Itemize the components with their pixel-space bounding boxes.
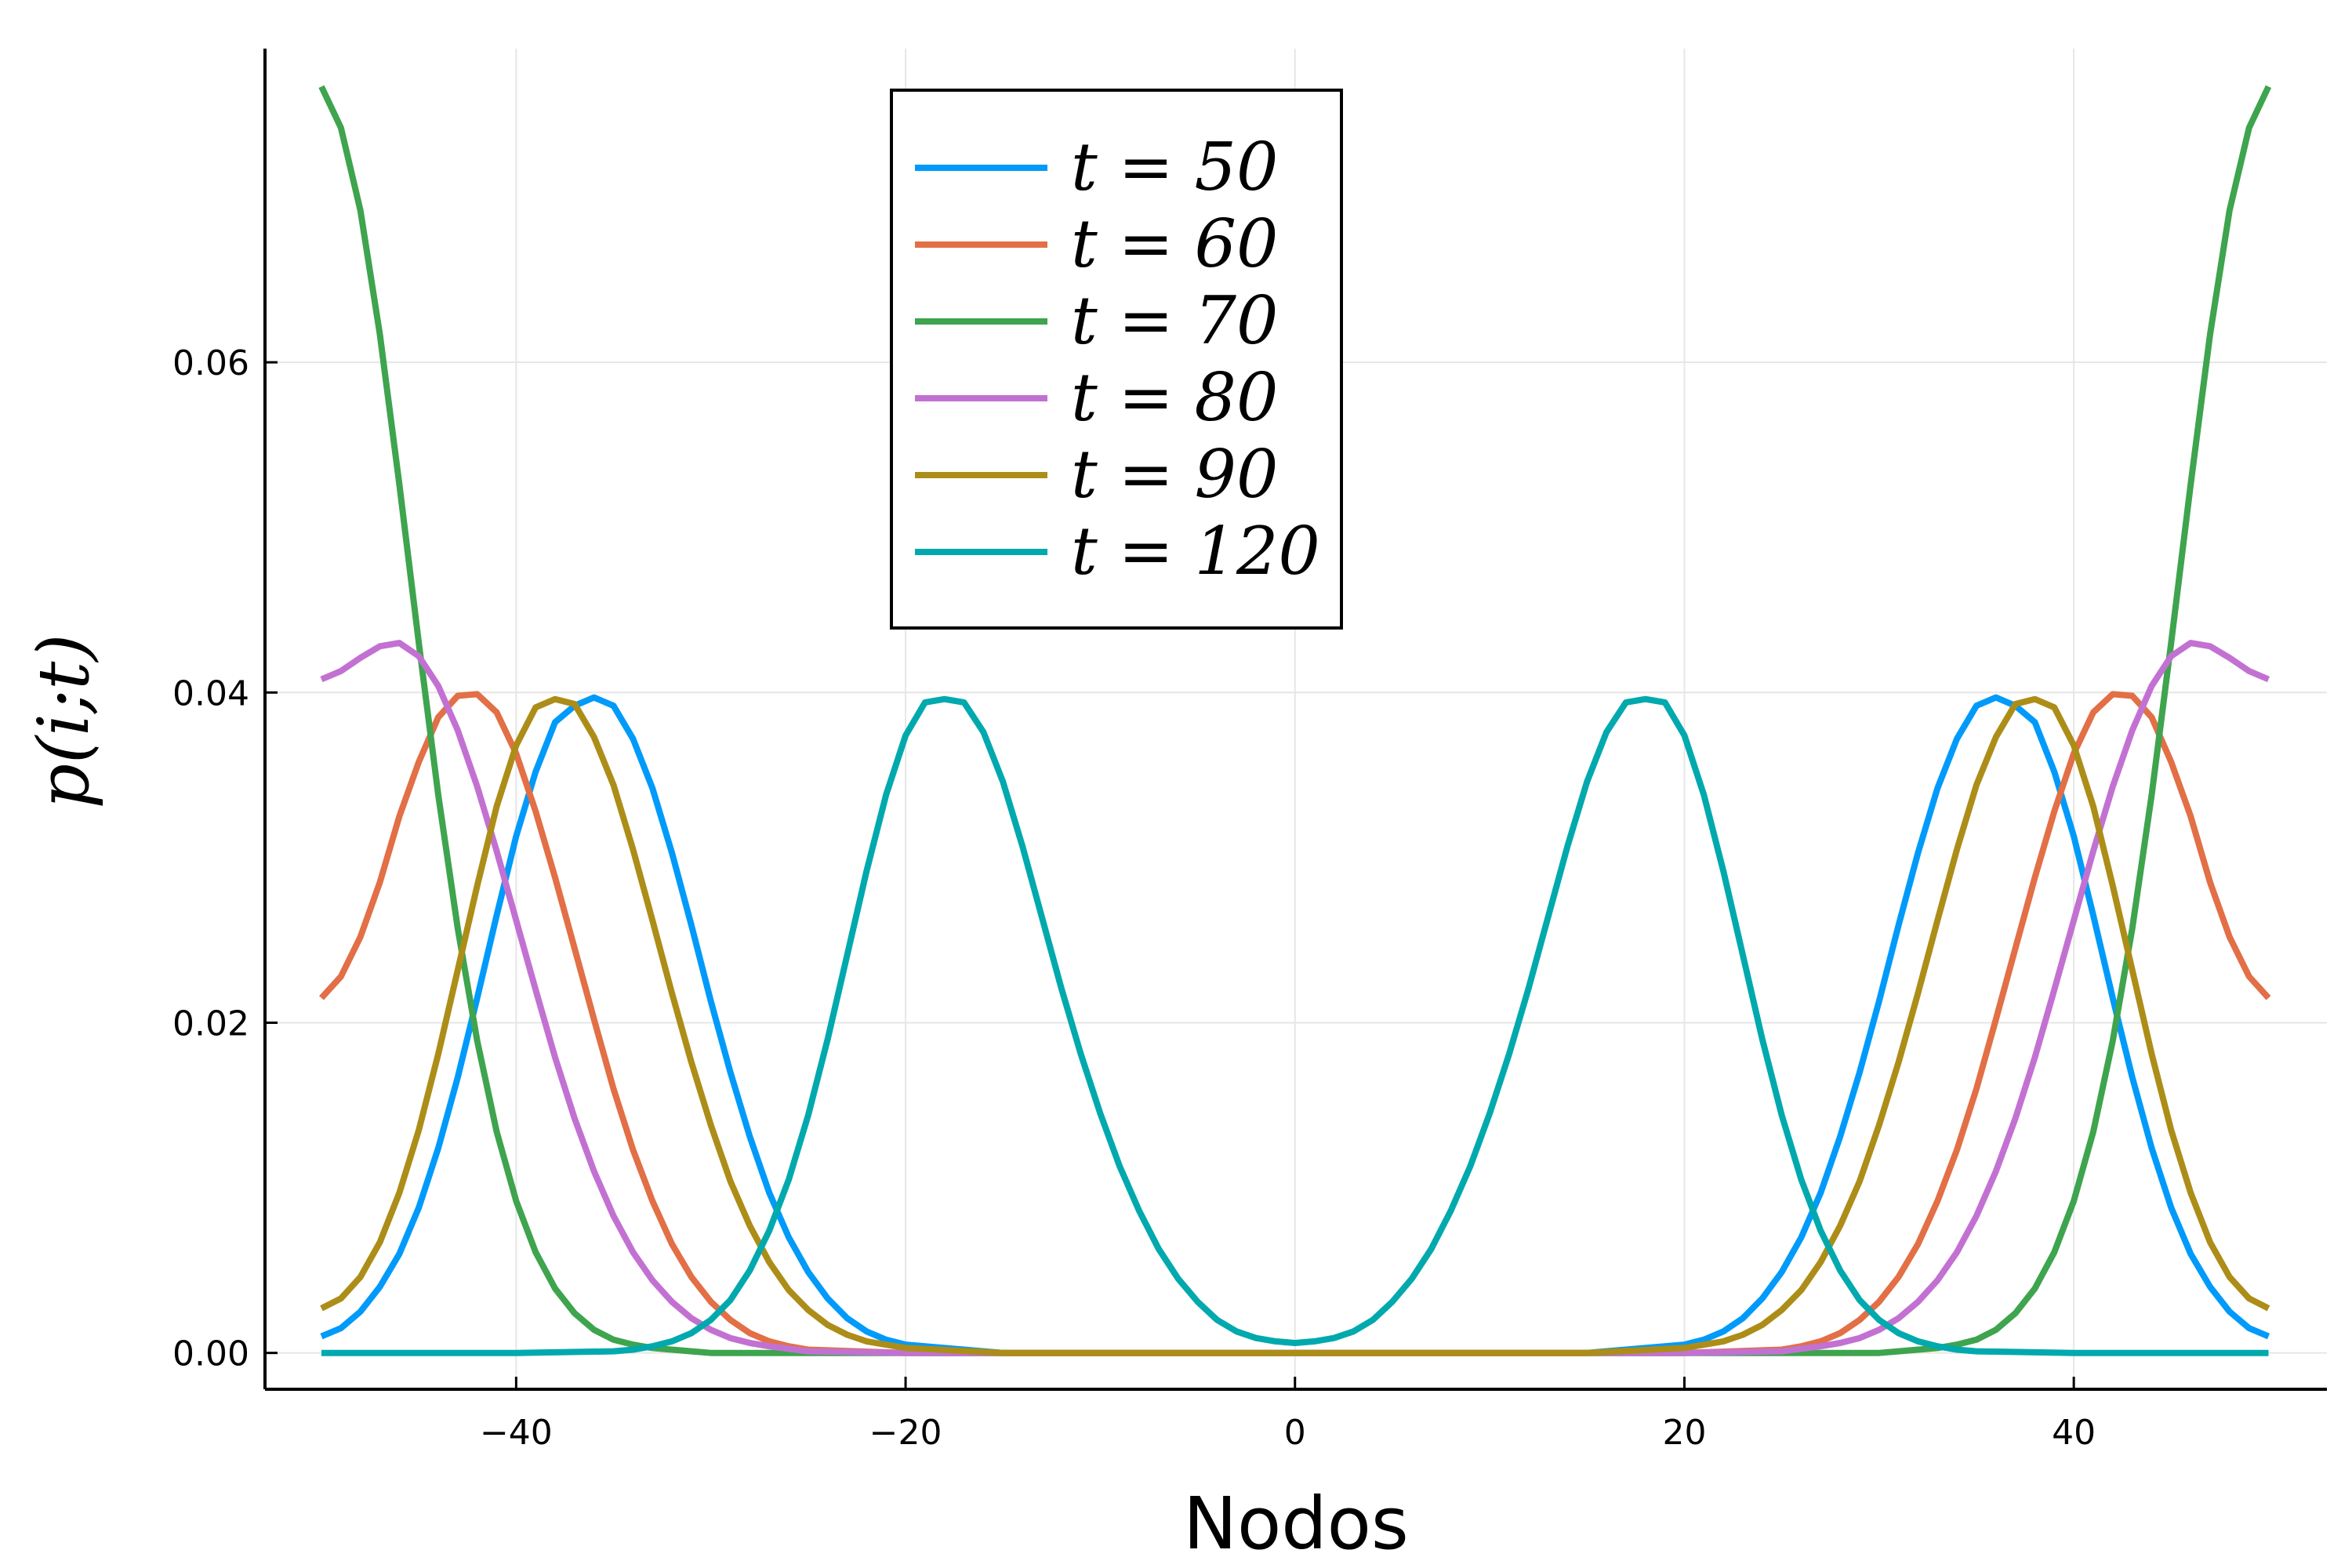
y-tick-label: 0.06 — [172, 343, 249, 383]
svg-text:p(i;t): p(i;t) — [23, 633, 105, 808]
legend-label: t = 60 — [1071, 205, 1278, 282]
legend-label: t = 120 — [1071, 513, 1320, 590]
x-tick-label: −40 — [480, 1413, 553, 1453]
y-axis-title: p(i;t) — [23, 633, 105, 808]
y-tick-label: 0.02 — [172, 1004, 249, 1044]
y-tick-label: 0.00 — [172, 1334, 249, 1374]
x-tick-label: 40 — [2052, 1413, 2096, 1453]
tick-layer: −40 −20 0 20 40 0.00 0.02 0.04 0.06 — [172, 343, 2096, 1453]
legend-label: t = 90 — [1071, 436, 1278, 513]
x-tick-label: −20 — [869, 1413, 942, 1453]
legend-label: t = 50 — [1071, 129, 1278, 205]
x-axis-title: Nodos — [1183, 1482, 1409, 1566]
series-line-6 — [321, 695, 2269, 1356]
legend-label: t = 80 — [1071, 359, 1278, 436]
x-tick-label: 0 — [1284, 1413, 1306, 1453]
x-tick-label: 20 — [1662, 1413, 1706, 1453]
series-layer — [318, 85, 2272, 1356]
series-line-5 — [320, 695, 2270, 1356]
legend: t = 50t = 60t = 70t = 80t = 90t = 120 — [890, 89, 1343, 630]
legend-box — [890, 89, 1343, 630]
y-tick-label: 0.04 — [172, 673, 249, 713]
legend-label: t = 70 — [1071, 282, 1278, 359]
